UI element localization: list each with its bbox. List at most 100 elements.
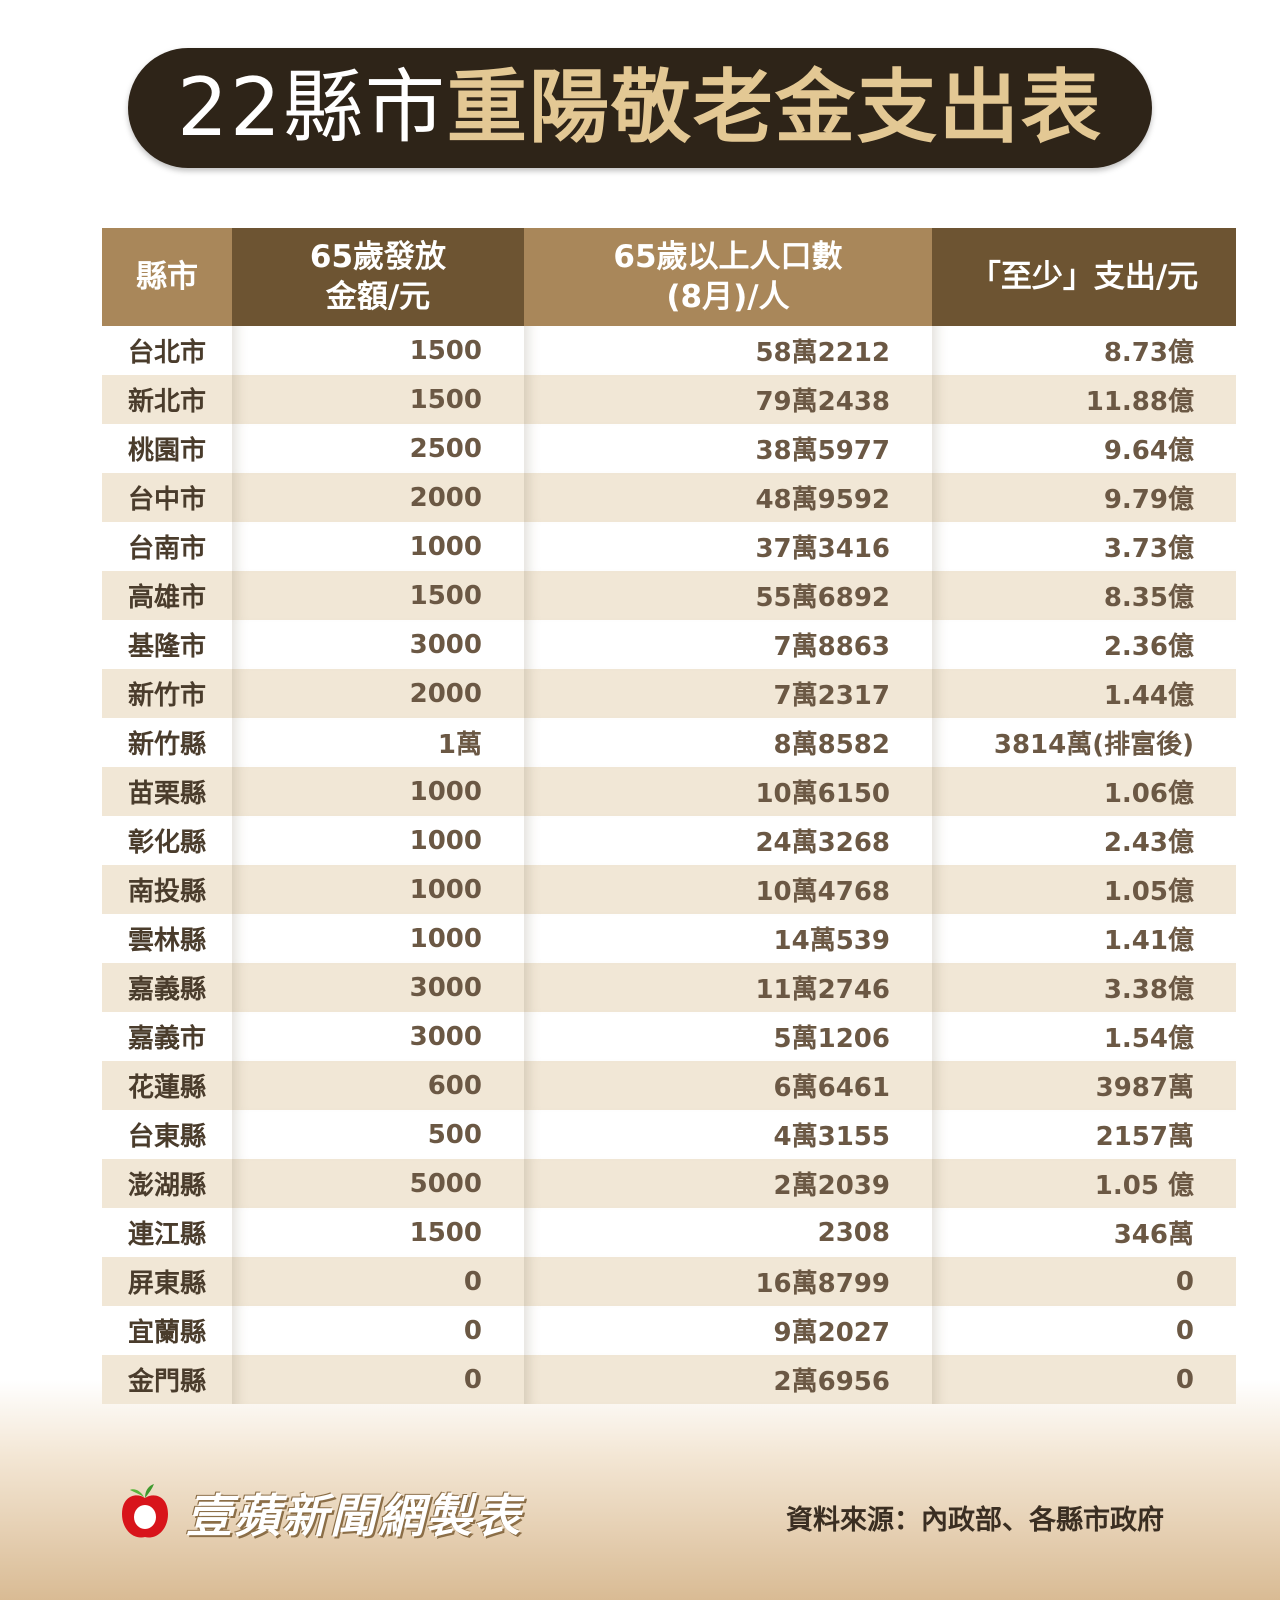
cell-city: 雲林縣 — [102, 914, 232, 963]
cell-city: 宜蘭縣 — [102, 1306, 232, 1355]
cell-spending: 1.06億 — [932, 767, 1236, 816]
cell-amount: 1萬 — [232, 718, 524, 767]
cell-population: 14萬539 — [524, 914, 932, 963]
cell-amount: 1500 — [232, 326, 524, 375]
footer-logo: 壹蘋新聞網製表 — [118, 1480, 522, 1546]
cell-amount: 3000 — [232, 620, 524, 669]
table-row: 新竹縣 1萬 8萬8582 3814萬(排富後) — [102, 718, 1236, 767]
cell-amount: 5000 — [232, 1159, 524, 1208]
cell-population: 4萬3155 — [524, 1110, 932, 1159]
cell-amount: 3000 — [232, 1012, 524, 1061]
cell-population: 38萬5977 — [524, 424, 932, 473]
table-row: 苗栗縣 1000 10萬6150 1.06億 — [102, 767, 1236, 816]
cell-amount: 1000 — [232, 816, 524, 865]
header-spending: 「至少」支出/元 — [932, 228, 1236, 326]
apple-logo-icon — [122, 1484, 168, 1538]
page-title: 22縣市重陽敬老金支出表 — [177, 68, 1103, 148]
header-row: 縣市 65歲發放 金額/元 65歲以上人口數 (8月)/人 「至少」支出/元 — [102, 228, 1236, 326]
cell-amount: 3000 — [232, 963, 524, 1012]
cell-city: 台北市 — [102, 326, 232, 375]
cell-amount: 1000 — [232, 865, 524, 914]
cell-spending: 0 — [932, 1257, 1236, 1306]
title-part-white: 22縣市 — [177, 61, 447, 154]
cell-city: 桃園市 — [102, 424, 232, 473]
cell-population: 48萬9592 — [524, 473, 932, 522]
cell-city: 屏東縣 — [102, 1257, 232, 1306]
cell-population: 7萬8863 — [524, 620, 932, 669]
cell-population: 8萬8582 — [524, 718, 932, 767]
table-row: 嘉義市 3000 5萬1206 1.54億 — [102, 1012, 1236, 1061]
cell-amount: 0 — [232, 1355, 524, 1404]
expense-table: 縣市 65歲發放 金額/元 65歲以上人口數 (8月)/人 「至少」支出/元 台… — [102, 228, 1236, 1404]
cell-city: 花蓮縣 — [102, 1061, 232, 1110]
cell-population: 10萬6150 — [524, 767, 932, 816]
table-row: 金門縣 0 2萬6956 0 — [102, 1355, 1236, 1404]
cell-spending: 3.38億 — [932, 963, 1236, 1012]
table-row: 基隆市 3000 7萬8863 2.36億 — [102, 620, 1236, 669]
cell-amount: 1500 — [232, 1208, 524, 1257]
table-row: 台中市 2000 48萬9592 9.79億 — [102, 473, 1236, 522]
cell-population: 37萬3416 — [524, 522, 932, 571]
table-row: 宜蘭縣 0 9萬2027 0 — [102, 1306, 1236, 1355]
cell-population: 11萬2746 — [524, 963, 932, 1012]
cell-population: 2萬6956 — [524, 1355, 932, 1404]
cell-city: 苗栗縣 — [102, 767, 232, 816]
cell-city: 南投縣 — [102, 865, 232, 914]
cell-amount: 0 — [232, 1257, 524, 1306]
cell-spending: 3814萬(排富後) — [932, 718, 1236, 767]
cell-spending: 8.73億 — [932, 326, 1236, 375]
cell-amount: 500 — [232, 1110, 524, 1159]
cell-city: 嘉義縣 — [102, 963, 232, 1012]
cell-spending: 2.36億 — [932, 620, 1236, 669]
table-row: 嘉義縣 3000 11萬2746 3.38億 — [102, 963, 1236, 1012]
cell-city: 高雄市 — [102, 571, 232, 620]
cell-spending: 1.05 億 — [932, 1159, 1236, 1208]
header-population-line2: (8月)/人 — [666, 279, 790, 315]
cell-spending: 3987萬 — [932, 1061, 1236, 1110]
cell-spending: 1.44億 — [932, 669, 1236, 718]
cell-spending: 0 — [932, 1355, 1236, 1404]
cell-population: 79萬2438 — [524, 375, 932, 424]
cell-population: 16萬8799 — [524, 1257, 932, 1306]
cell-city: 彰化縣 — [102, 816, 232, 865]
cell-spending: 11.88億 — [932, 375, 1236, 424]
cell-amount: 1000 — [232, 767, 524, 816]
cell-population: 2萬2039 — [524, 1159, 932, 1208]
table-row: 澎湖縣 5000 2萬2039 1.05 億 — [102, 1159, 1236, 1208]
logo-text: 壹蘋新聞網製表 — [186, 1489, 522, 1543]
table-row: 雲林縣 1000 14萬539 1.41億 — [102, 914, 1236, 963]
title-part-gold: 重陽敬老金支出表 — [446, 61, 1103, 154]
cell-spending: 9.79億 — [932, 473, 1236, 522]
cell-amount: 2500 — [232, 424, 524, 473]
cell-city: 新北市 — [102, 375, 232, 424]
table-row: 連江縣 1500 2308 346萬 — [102, 1208, 1236, 1257]
cell-city: 新竹縣 — [102, 718, 232, 767]
cell-amount: 0 — [232, 1306, 524, 1355]
cell-city: 金門縣 — [102, 1355, 232, 1404]
header-amount-line1: 65歲發放 — [309, 238, 447, 275]
cell-population: 58萬2212 — [524, 326, 932, 375]
cell-amount: 1000 — [232, 522, 524, 571]
source-note: 資料來源：內政部、各縣市政府 — [786, 1505, 1164, 1536]
cell-city: 台東縣 — [102, 1110, 232, 1159]
header-population: 65歲以上人口數 (8月)/人 — [524, 228, 932, 326]
table-row: 台北市 1500 58萬2212 8.73億 — [102, 326, 1236, 375]
cell-amount: 1000 — [232, 914, 524, 963]
cell-city: 嘉義市 — [102, 1012, 232, 1061]
table-row: 台南市 1000 37萬3416 3.73億 — [102, 522, 1236, 571]
header-amount-line2: 金額/元 — [325, 279, 431, 315]
table-row: 南投縣 1000 10萬4768 1.05億 — [102, 865, 1236, 914]
cell-spending: 1.05億 — [932, 865, 1236, 914]
table-row: 花蓮縣 600 6萬6461 3987萬 — [102, 1061, 1236, 1110]
cell-amount: 2000 — [232, 473, 524, 522]
table-row: 新北市 1500 79萬2438 11.88億 — [102, 375, 1236, 424]
cell-population: 5萬1206 — [524, 1012, 932, 1061]
table-row: 高雄市 1500 55萬6892 8.35億 — [102, 571, 1236, 620]
title-banner: 22縣市重陽敬老金支出表 — [128, 48, 1152, 168]
cell-city: 基隆市 — [102, 620, 232, 669]
header-city: 縣市 — [102, 228, 232, 326]
cell-population: 10萬4768 — [524, 865, 932, 914]
cell-city: 台南市 — [102, 522, 232, 571]
cell-spending: 346萬 — [932, 1208, 1236, 1257]
cell-spending: 9.64億 — [932, 424, 1236, 473]
